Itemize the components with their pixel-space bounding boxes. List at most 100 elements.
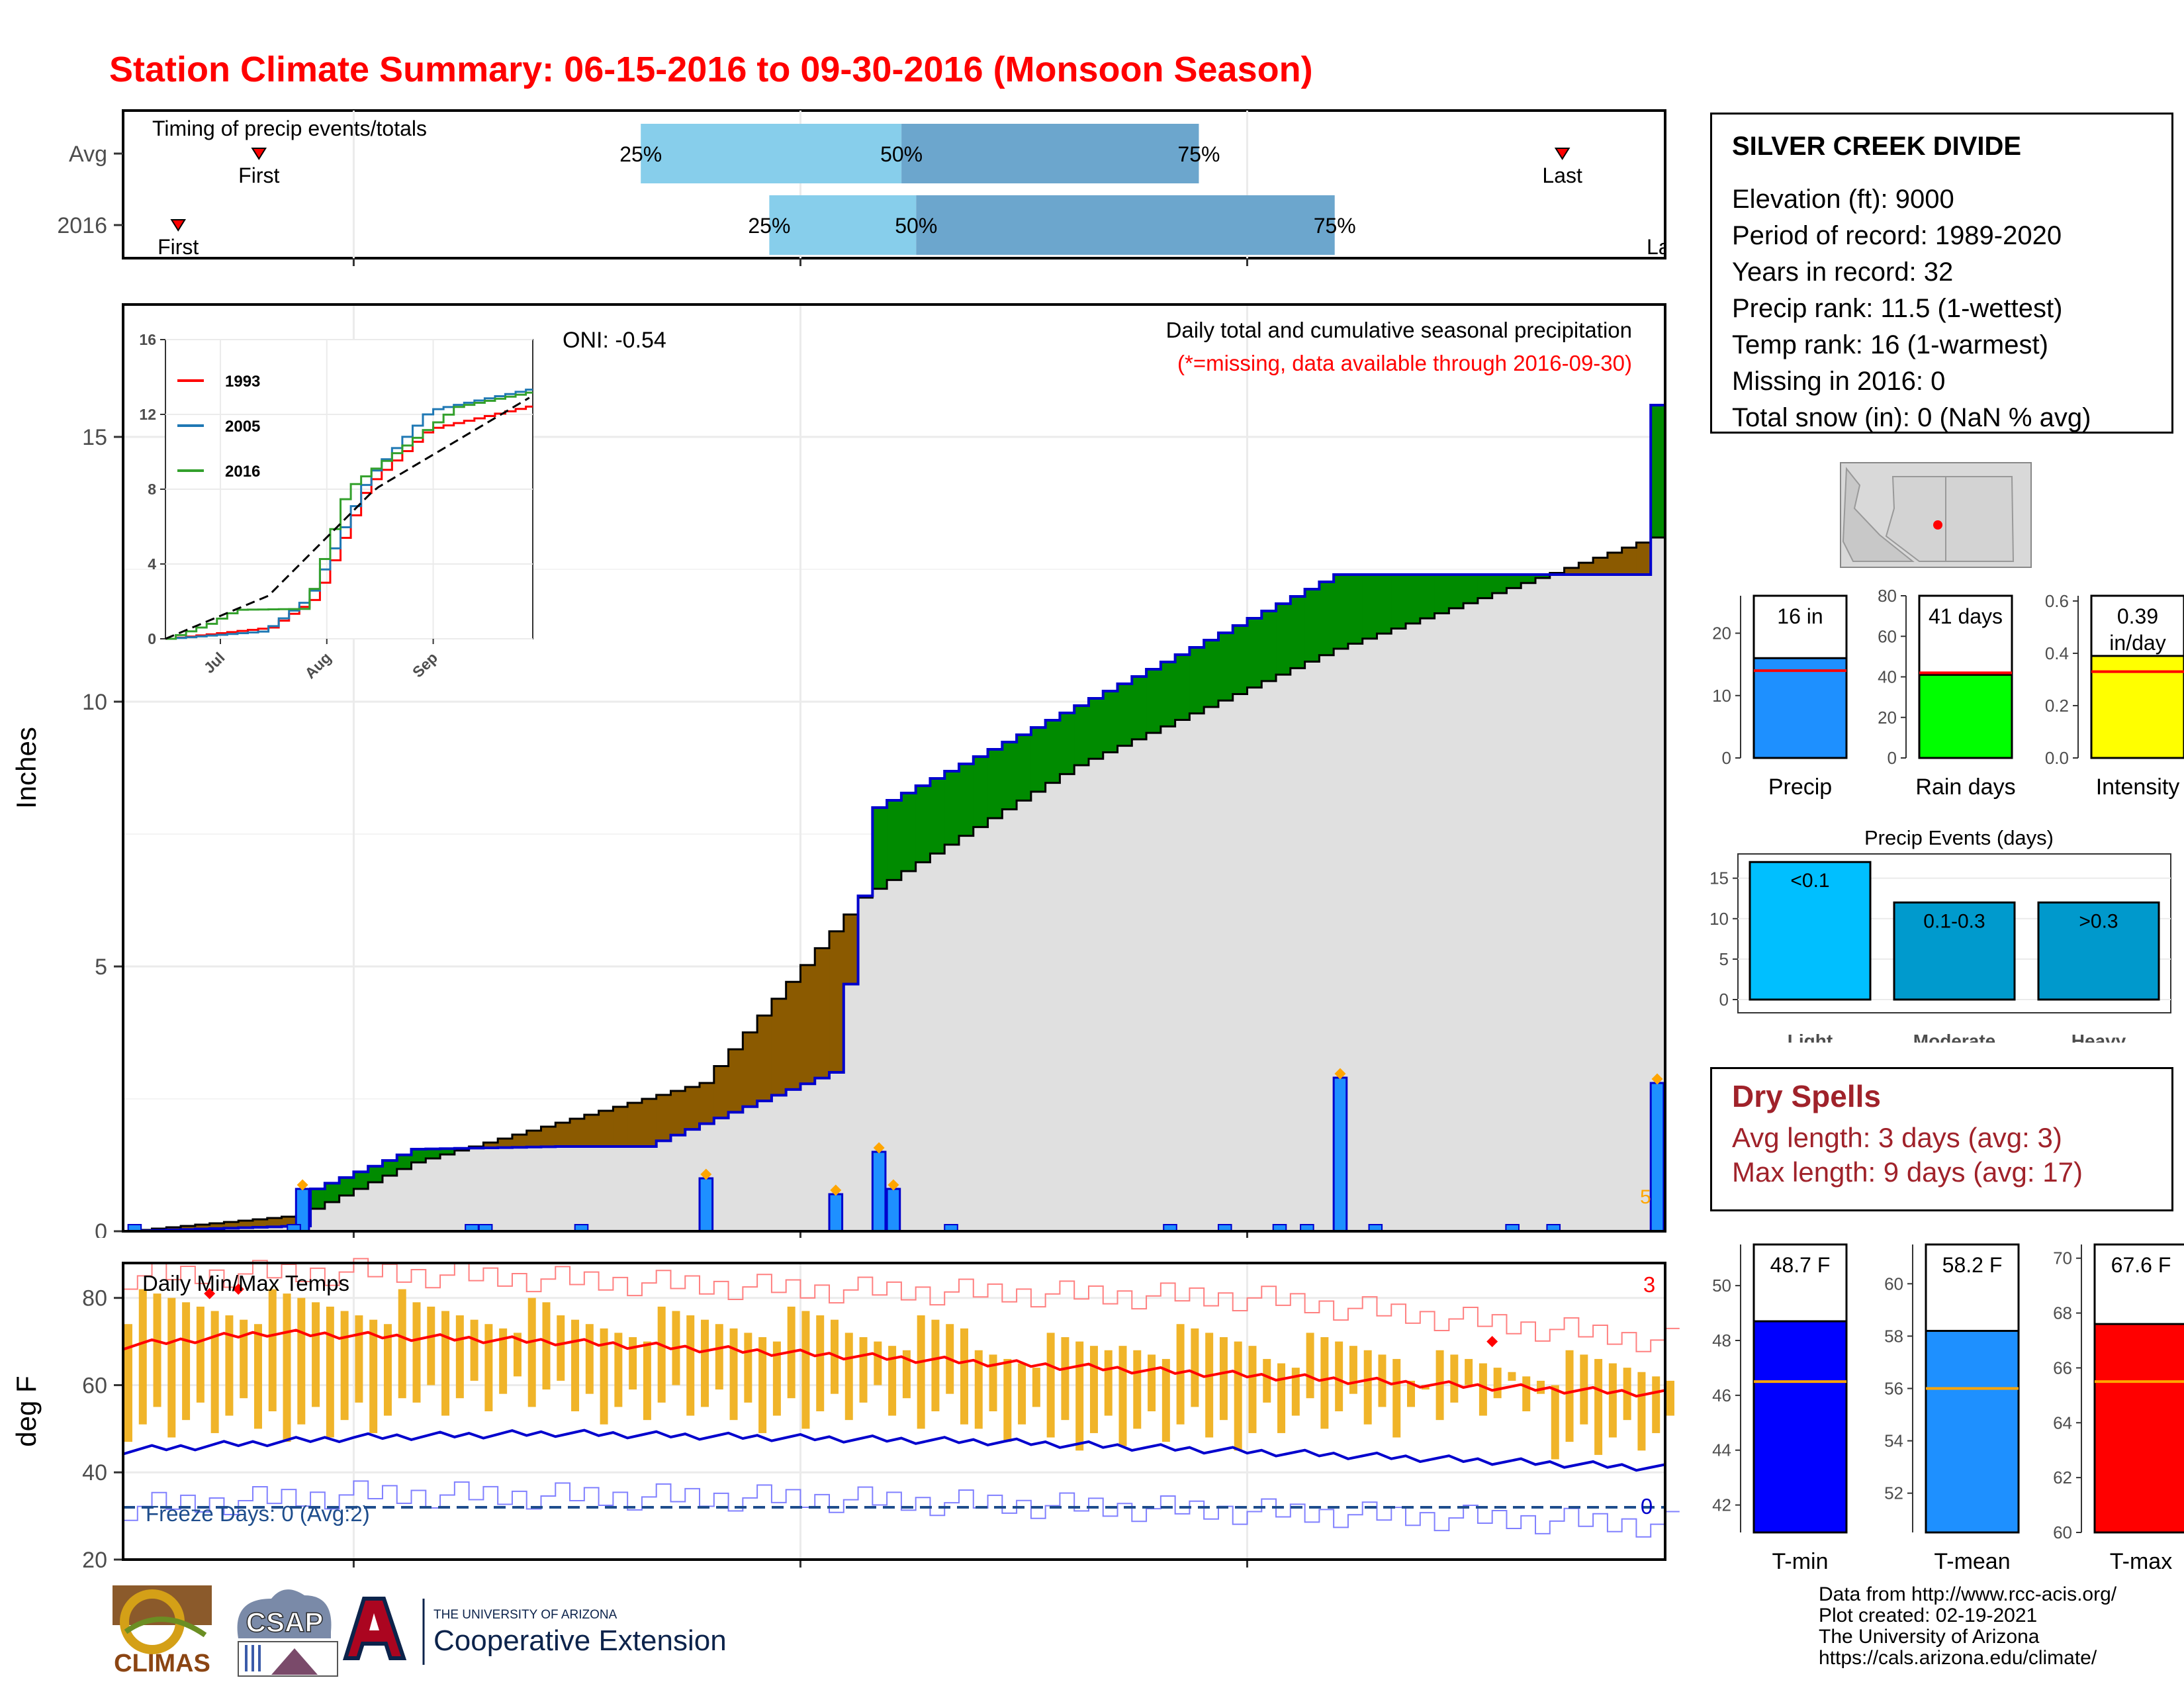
daily-temp-range-bar: [1161, 1358, 1170, 1442]
missing-count: 5: [1640, 1186, 1651, 1208]
daily-temp-range-bar: [513, 1333, 522, 1377]
daily-temp-range-bar: [1277, 1363, 1286, 1433]
wet-anomaly-fill: [1030, 727, 1046, 792]
mini-tick-label: 0.6: [2045, 591, 2069, 611]
station-summary: SILVER CREEK DIVIDE Elevation (ft): 9000…: [1710, 113, 2173, 434]
dry-anomaly-fill: [1564, 567, 1579, 575]
precip-y-tick-label: 5: [95, 955, 107, 980]
daily-temp-range-bar: [326, 1306, 334, 1438]
events-category-label: Heavy: [2071, 1031, 2126, 1043]
daily-max-marker: [830, 1184, 842, 1196]
daily-temp-range-bar: [1407, 1380, 1416, 1407]
mini-tick-label: 0: [1888, 748, 1897, 768]
timing-row-label: 2016: [57, 213, 107, 238]
precip-events-chart: Precip Events (days) 0 5 10 15 <0.1 Light 0.1-…: [1709, 826, 2171, 1043]
daily-temp-range-bar: [1176, 1324, 1185, 1425]
dry-anomaly-fill: [1607, 552, 1623, 575]
mini-tick-label: 20: [1712, 624, 1731, 643]
average-cumulative-fill: [123, 538, 1665, 1231]
dry-anomaly-fill: [1636, 542, 1651, 575]
summary-snow: Total snow (in): 0 (NaN % avg): [1732, 403, 2091, 432]
first-label: First: [158, 235, 199, 259]
timing-bar-50-75: [916, 195, 1335, 255]
dry-anomaly-fill: [627, 1103, 643, 1147]
x-tick-label: Jul: [340, 1573, 368, 1575]
daily-temp-range-bar: [1205, 1333, 1214, 1438]
daily-temp-range-bar: [557, 1315, 565, 1381]
temp-y-tick-label: 60: [82, 1373, 107, 1398]
dry-anomaly-fill: [656, 1095, 671, 1141]
daily-temp-range-bar: [1148, 1354, 1156, 1411]
temp-bar-tick-label: 68: [2053, 1303, 2072, 1323]
mini-tick-label: 10: [1712, 686, 1731, 706]
temp-series-avg-min: [122, 1429, 1666, 1472]
daily-temp-range-bar: [1191, 1328, 1199, 1407]
daily-temp-range-bar: [874, 1341, 882, 1385]
precip-subtitle: Daily total and cumulative seasonal prec…: [1166, 318, 1632, 342]
temp-bar-value-label: 67.6 F: [2111, 1253, 2171, 1277]
inset-y-tick-label: 4: [148, 555, 156, 573]
first-label: First: [238, 164, 279, 187]
daily-temp-range-bar: [1652, 1376, 1661, 1433]
daily-precip-bar: [1332, 1076, 1348, 1233]
dry-anomaly-fill: [195, 1225, 210, 1229]
wet-anomaly-fill: [1017, 735, 1032, 801]
wet-anomaly-fill: [958, 764, 974, 836]
daily-temp-range-bar: [340, 1311, 349, 1421]
dry-anomaly-fill: [1621, 547, 1637, 575]
mini-bar-label: Precip: [1768, 774, 1832, 800]
daily-temp-range-bar: [383, 1324, 392, 1416]
timing-p75-label: 75%: [1177, 142, 1220, 166]
dry-anomaly-fill: [829, 931, 844, 1072]
daily-temp-range-bar: [859, 1337, 868, 1403]
climas-text: CLIMAS: [114, 1650, 210, 1677]
mini-tick-label: 0.4: [2045, 643, 2069, 663]
daily-temp-range-bar: [657, 1306, 666, 1403]
wet-anomaly-fill: [1290, 596, 1306, 669]
station-location-marker: [1933, 520, 1942, 530]
dry-anomaly-fill: [1593, 557, 1608, 575]
daily-temp-range-bar: [816, 1315, 825, 1411]
dry-anomaly-fill: [224, 1222, 239, 1229]
summary-temp-rank: Temp rank: 16 (1-warmest): [1732, 330, 2048, 359]
max-count: 3: [1643, 1272, 1655, 1297]
wet-anomaly-fill: [1347, 575, 1363, 644]
daily-temp-range-bar: [1104, 1350, 1113, 1416]
temp-bar-t-min: [1752, 1320, 1848, 1534]
university-of-arizona-logo: THE UNIVERSITY OF ARIZONA Cooperative Ex…: [342, 1597, 727, 1665]
timing-edge-cover: [1666, 111, 1681, 259]
daily-max-marker: [700, 1168, 712, 1180]
temp-bar-tick-label: 64: [2053, 1413, 2072, 1432]
wet-anomaly-fill: [1074, 706, 1089, 765]
mini-tick-label: 80: [1878, 586, 1897, 606]
daily-temp-range-bar: [470, 1319, 478, 1381]
daily-temp-range-bar: [585, 1324, 594, 1394]
dry-anomaly-fill: [483, 1143, 498, 1148]
precip-y-tick-label: 15: [82, 425, 107, 450]
ua-top-text: THE UNIVERSITY OF ARIZONA: [433, 1608, 617, 1622]
first-marker: [170, 219, 187, 232]
daily-temp-range-bar: [614, 1333, 623, 1407]
inset-y-tick-label: 12: [139, 406, 156, 423]
timing-bar-25-50: [769, 195, 917, 255]
timing-bar-50-75: [901, 124, 1199, 183]
wet-anomaly-fill: [1521, 575, 1536, 583]
timing-bar-25-50: [641, 124, 902, 183]
temp-bar-tick-label: 60: [1884, 1274, 1903, 1293]
temp-y-tick-label: 40: [82, 1460, 107, 1485]
daily-temp-range-bar: [427, 1306, 435, 1385]
mini-value-label: 0.39: [2117, 604, 2158, 628]
dry-anomaly-fill: [700, 1083, 715, 1124]
credit-line: Data from http://www.rcc-acis.org/: [1819, 1583, 2117, 1605]
daily-temp-range-bar: [1335, 1341, 1343, 1411]
wet-anomaly-fill: [1535, 575, 1551, 579]
wet-anomaly-fill: [1506, 575, 1522, 588]
last-label: La: [1647, 235, 1670, 259]
temp-bar-tick-label: 50: [1712, 1276, 1731, 1295]
dry-anomaly-fill: [541, 1127, 556, 1147]
temp-series-record-min: [123, 1480, 1680, 1538]
mini-tick-label: 40: [1878, 667, 1897, 687]
wet-anomaly-fill: [1449, 575, 1464, 608]
dry-anomaly-fill: [584, 1115, 600, 1147]
dry-anomaly-fill: [181, 1226, 196, 1230]
